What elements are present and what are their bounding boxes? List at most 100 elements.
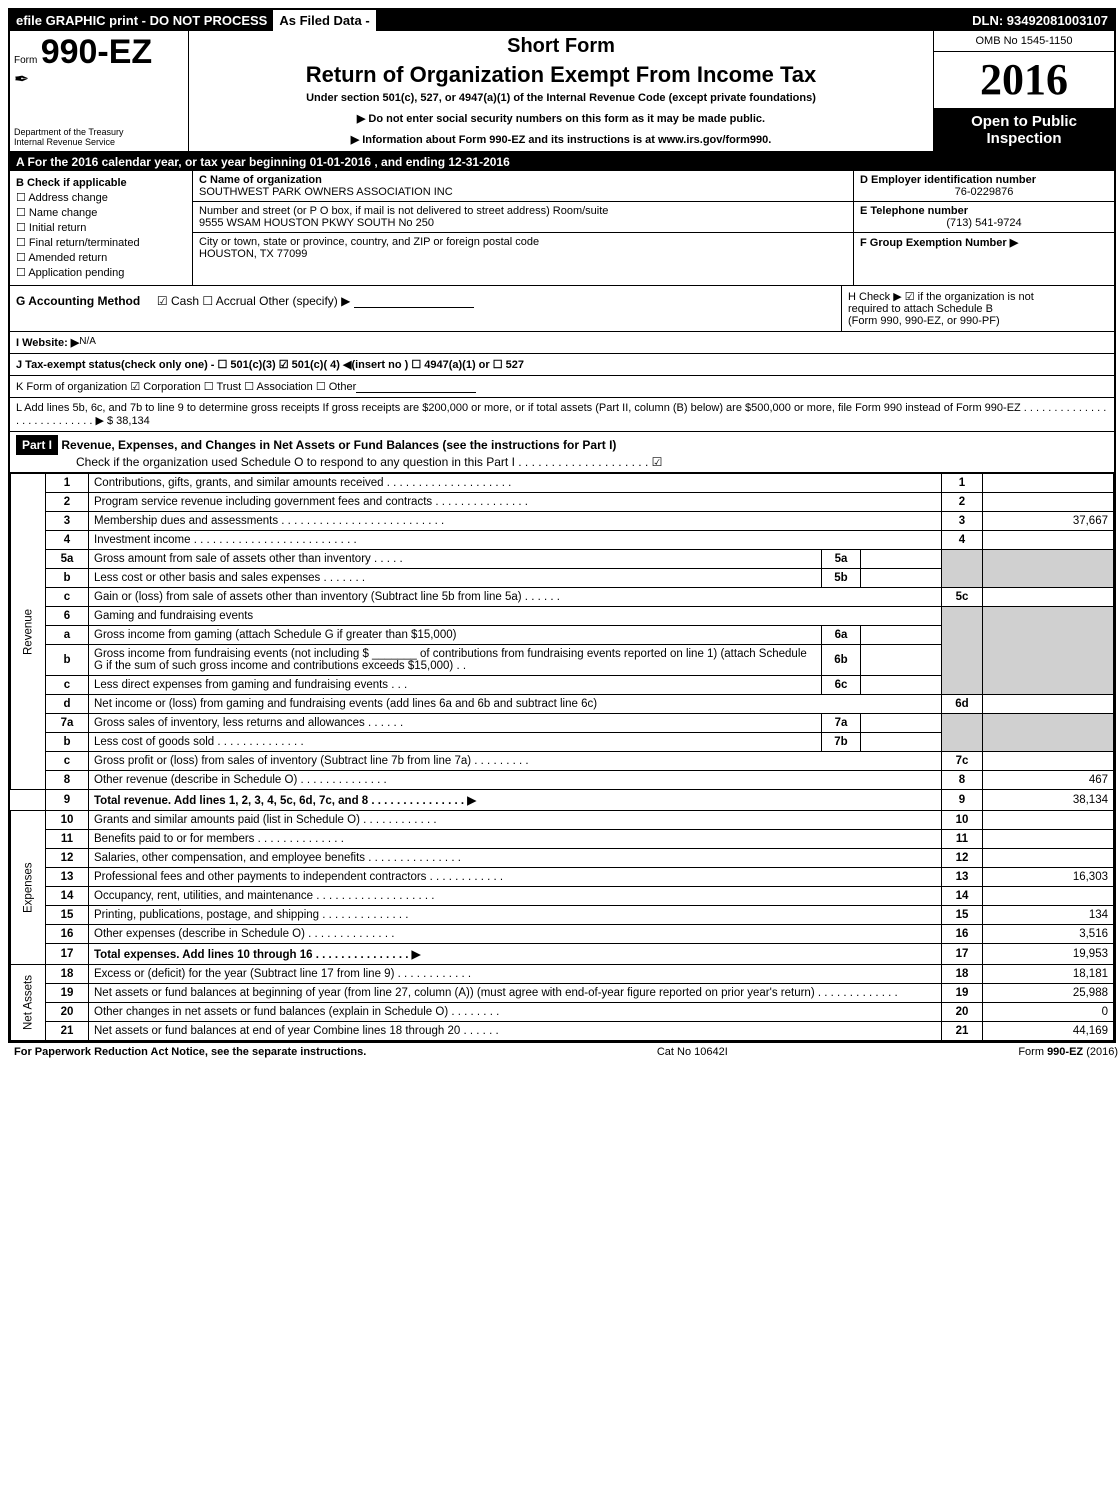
topbar-dln: DLN: 93492081003107: [966, 10, 1114, 31]
ln: 16: [46, 925, 89, 944]
arrow-line-a: ▶ Do not enter social security numbers o…: [197, 112, 925, 125]
return-title: Return of Organization Exempt From Incom…: [197, 62, 925, 88]
rv: [983, 752, 1114, 771]
ld: Excess or (deficit) for the year (Subtra…: [89, 965, 942, 984]
rv: 467: [983, 771, 1114, 790]
under-section: Under section 501(c), 527, or 4947(a)(1)…: [197, 92, 925, 104]
ln: c: [46, 676, 89, 695]
org-info-col: C Name of organization SOUTHWEST PARK OW…: [192, 171, 853, 285]
open-to-public: Open to Public Inspection: [934, 109, 1114, 151]
part1-sub: Check if the organization used Schedule …: [76, 455, 662, 469]
ln: 19: [46, 984, 89, 1003]
sv: [861, 626, 942, 645]
accounting-row: G Accounting Method ☑ Cash ☐ Accrual Oth…: [10, 286, 1114, 332]
ld: Membership dues and assessments . . . . …: [89, 512, 942, 531]
part1-header-row: Part I Revenue, Expenses, and Changes in…: [10, 432, 1114, 473]
topbar-left: efile GRAPHIC print - DO NOT PROCESS: [10, 10, 273, 31]
ld: Other changes in net assets or fund bala…: [89, 1003, 942, 1022]
footer-row: For Paperwork Reduction Act Notice, see …: [8, 1043, 1120, 1061]
g-label: G Accounting Method: [16, 294, 140, 308]
topbar-mid: As Filed Data -: [273, 10, 375, 31]
header-row: Form 990-EZ ✒ Department of the Treasury…: [10, 31, 1114, 153]
ln: b: [46, 569, 89, 588]
table-row: 6 Gaming and fundraising events: [11, 607, 1114, 626]
rv: [983, 588, 1114, 607]
table-row: Revenue 1 Contributions, gifts, grants, …: [11, 474, 1114, 493]
g-other-blank[interactable]: [354, 307, 474, 308]
ln: 17: [46, 944, 89, 965]
rv: 19,953: [983, 944, 1114, 965]
ld: Gain or (loss) from sale of assets other…: [89, 588, 942, 607]
city-label: City or town, state or province, country…: [199, 236, 847, 248]
ld: Investment income . . . . . . . . . . . …: [89, 531, 942, 550]
org-addr-cell: Number and street (or P O box, if mail i…: [193, 202, 853, 233]
sv: [861, 550, 942, 569]
cbx-amended-return[interactable]: Amended return: [16, 251, 186, 264]
form-number: 990-EZ: [41, 33, 153, 71]
right-ids-col: D Employer identification number 76-0229…: [853, 171, 1114, 285]
ld: Professional fees and other payments to …: [89, 868, 942, 887]
cbx-final-return[interactable]: Final return/terminated: [16, 236, 186, 249]
ln: 13: [46, 868, 89, 887]
ln: 11: [46, 830, 89, 849]
l-line: L Add lines 5b, 6c, and 7b to line 9 to …: [16, 402, 1106, 427]
sn: 7a: [822, 714, 861, 733]
ld: Contributions, gifts, grants, and simila…: [89, 474, 942, 493]
ln: c: [46, 752, 89, 771]
accounting-left: G Accounting Method ☑ Cash ☐ Accrual Oth…: [10, 286, 841, 331]
rn: 15: [942, 906, 983, 925]
open-line1: Open to Public: [938, 113, 1110, 130]
ld: Gross amount from sale of assets other t…: [89, 550, 822, 569]
rn: 13: [942, 868, 983, 887]
table-row: 11 Benefits paid to or for members . . .…: [11, 830, 1114, 849]
rv: 25,988: [983, 984, 1114, 1003]
sn: 6b: [822, 645, 861, 676]
table-row: 15 Printing, publications, postage, and …: [11, 906, 1114, 925]
cbx-application-pending[interactable]: Application pending: [16, 266, 186, 279]
ld: Printing, publications, postage, and shi…: [89, 906, 942, 925]
cbx-address-change[interactable]: Address change: [16, 191, 186, 204]
table-row: 19 Net assets or fund balances at beginn…: [11, 984, 1114, 1003]
part1-label: Part I: [16, 435, 58, 455]
open-line2: Inspection: [938, 130, 1110, 147]
rv: 3,516: [983, 925, 1114, 944]
e-label: E Telephone number: [860, 205, 1108, 217]
rv: [983, 695, 1114, 714]
table-row: 4 Investment income . . . . . . . . . . …: [11, 531, 1114, 550]
rv: [983, 830, 1114, 849]
ld: Gross income from fundraising events (no…: [89, 645, 822, 676]
ld: Gaming and fundraising events: [89, 607, 942, 626]
ld: Gross sales of inventory, less returns a…: [89, 714, 822, 733]
rn: 16: [942, 925, 983, 944]
part1-table: Revenue 1 Contributions, gifts, grants, …: [10, 473, 1114, 1041]
d-label: D Employer identification number: [860, 174, 1108, 186]
rn: 19: [942, 984, 983, 1003]
table-row: Expenses 10 Grants and similar amounts p…: [11, 811, 1114, 830]
rv: 38,134: [983, 790, 1114, 811]
part1-title-cell: Part I Revenue, Expenses, and Changes in…: [10, 432, 1114, 472]
side-netassets: Net Assets: [11, 965, 46, 1041]
rn: 7c: [942, 752, 983, 771]
sv: [861, 645, 942, 676]
rn: 5c: [942, 588, 983, 607]
ln: 2: [46, 493, 89, 512]
rv: [983, 887, 1114, 906]
ln: 14: [46, 887, 89, 906]
rn: 10: [942, 811, 983, 830]
ld: Other expenses (describe in Schedule O) …: [89, 925, 942, 944]
table-row: 16 Other expenses (describe in Schedule …: [11, 925, 1114, 944]
header-center: Short Form Return of Organization Exempt…: [189, 31, 933, 151]
table-row: d Net income or (loss) from gaming and f…: [11, 695, 1114, 714]
shaded-cell: [942, 550, 983, 588]
ld: Less cost of goods sold . . . . . . . . …: [89, 733, 822, 752]
sv: [861, 733, 942, 752]
cbx-name-change[interactable]: Name change: [16, 206, 186, 219]
website-row: I Website: ▶ N/A: [10, 332, 1114, 354]
side-revenue: Revenue: [11, 474, 46, 790]
k-other-blank[interactable]: [356, 380, 476, 393]
ein-cell: D Employer identification number 76-0229…: [854, 171, 1114, 202]
ln: c: [46, 588, 89, 607]
rv: [983, 811, 1114, 830]
sv: [861, 714, 942, 733]
cbx-initial-return[interactable]: Initial return: [16, 221, 186, 234]
